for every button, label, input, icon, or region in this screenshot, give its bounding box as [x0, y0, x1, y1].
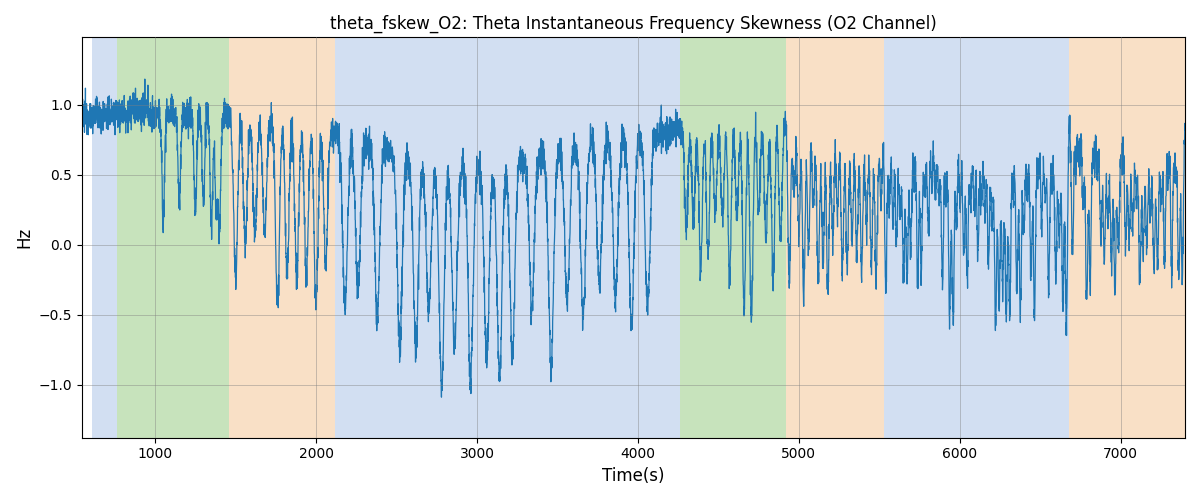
X-axis label: Time(s): Time(s) — [602, 467, 665, 485]
Bar — [432, 38, 664, 438]
Bar — [688, 38, 786, 438]
Bar — [229, 38, 335, 438]
Bar — [116, 38, 229, 438]
Bar — [664, 38, 679, 438]
Bar — [1069, 38, 1102, 438]
Bar — [1102, 38, 1186, 438]
Bar — [928, 38, 1069, 438]
Bar — [786, 38, 884, 438]
Bar — [408, 38, 432, 438]
Bar — [884, 38, 928, 438]
Bar — [679, 38, 688, 438]
Y-axis label: Hz: Hz — [14, 227, 32, 248]
Bar — [92, 38, 116, 438]
Bar — [335, 38, 408, 438]
Title: theta_fskew_O2: Theta Instantaneous Frequency Skewness (O2 Channel): theta_fskew_O2: Theta Instantaneous Freq… — [330, 15, 937, 34]
